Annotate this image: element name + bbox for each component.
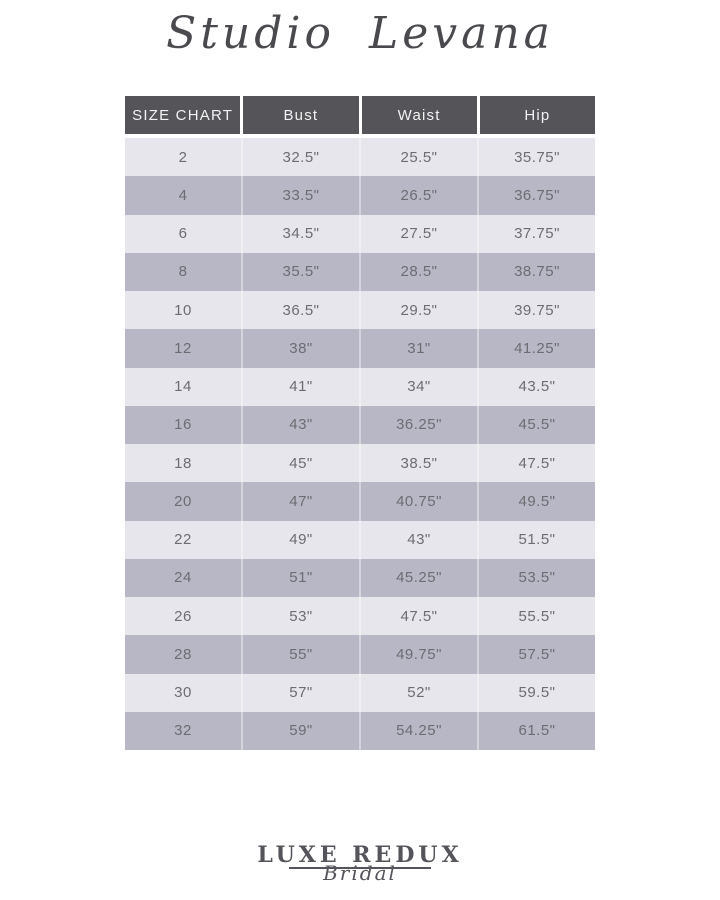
table-row: 32 59" 54.25" 61.5"	[125, 711, 595, 750]
footer-logo-underline	[289, 867, 431, 869]
bust-cell: 45"	[241, 444, 359, 483]
hip-cell: 61.5"	[477, 711, 595, 750]
bust-cell: 34.5"	[241, 214, 359, 253]
hip-cell: 37.75"	[477, 214, 595, 253]
hip-cell: 53.5"	[477, 558, 595, 597]
brand-title: Studio Levana	[166, 8, 554, 59]
header-cell-size-chart: SIZE CHART	[125, 96, 241, 134]
waist-cell: 26.5"	[359, 176, 477, 215]
table-row: 28 55" 49.75" 57.5"	[125, 635, 595, 674]
size-cell: 20	[174, 492, 192, 510]
hip-cell: 36.75"	[477, 176, 595, 215]
table-header-row: SIZE CHART Bust Waist Hip	[125, 96, 595, 134]
table-row: 20 47" 40.75" 49.5"	[125, 482, 595, 521]
header-cell-bust: Bust	[243, 96, 359, 134]
hip-cell: 59.5"	[477, 673, 595, 712]
table-row: 26 53" 47.5" 55.5"	[125, 597, 595, 636]
table-row: 16 43" 36.25" 45.5"	[125, 405, 595, 444]
waist-cell: 36.25"	[359, 405, 477, 444]
hip-cell: 39.75"	[477, 291, 595, 330]
bust-cell: 55"	[241, 635, 359, 674]
waist-cell: 52"	[359, 673, 477, 712]
size-cell: 12	[174, 339, 192, 357]
table-body: 2 32.5" 25.5" 35.75" 4 33.5" 26.5" 36.75…	[125, 138, 595, 750]
table-row: 18 45" 38.5" 47.5"	[125, 444, 595, 483]
table-row: 2 32.5" 25.5" 35.75"	[125, 138, 595, 177]
bust-cell: 59"	[241, 711, 359, 750]
size-cell: 28	[174, 645, 192, 663]
hip-cell: 57.5"	[477, 635, 595, 674]
table-row: 8 35.5" 28.5" 38.75"	[125, 252, 595, 291]
size-cell: 8	[178, 263, 188, 281]
bust-cell: 33.5"	[241, 176, 359, 215]
bust-cell: 57"	[241, 673, 359, 712]
size-cell: 4	[178, 186, 188, 204]
bust-cell: 53"	[241, 597, 359, 636]
waist-cell: 34"	[359, 367, 477, 406]
bust-cell: 36.5"	[241, 291, 359, 330]
bust-cell: 51"	[241, 558, 359, 597]
size-cell: 22	[174, 531, 192, 549]
header-cell-hip: Hip	[479, 96, 595, 134]
footer-logo-script: Bridal	[323, 860, 397, 885]
waist-cell: 49.75"	[359, 635, 477, 674]
hip-cell: 41.25"	[477, 329, 595, 368]
table-row: 4 33.5" 26.5" 36.75"	[125, 176, 595, 215]
waist-cell: 27.5"	[359, 214, 477, 253]
table-row: 6 34.5" 27.5" 37.75"	[125, 214, 595, 253]
hip-cell: 51.5"	[477, 520, 595, 559]
table-row: 14 41" 34" 43.5"	[125, 367, 595, 406]
footer-logo: LUXE REDUX Bridal	[0, 843, 720, 884]
bust-cell: 41"	[241, 367, 359, 406]
size-cell: 2	[178, 148, 188, 166]
bust-cell: 32.5"	[241, 138, 359, 177]
bust-cell: 35.5"	[241, 252, 359, 291]
waist-cell: 47.5"	[359, 597, 477, 636]
hip-cell: 35.75"	[477, 138, 595, 177]
size-cell: 30	[174, 684, 192, 702]
hip-cell: 49.5"	[477, 482, 595, 521]
waist-cell: 54.25"	[359, 711, 477, 750]
waist-cell: 45.25"	[359, 558, 477, 597]
header-cell-waist: Waist	[361, 96, 477, 134]
waist-cell: 38.5"	[359, 444, 477, 483]
size-cell: 14	[174, 378, 192, 396]
hip-cell: 55.5"	[477, 597, 595, 636]
size-cell: 24	[174, 569, 192, 587]
table-row: 12 38" 31" 41.25"	[125, 329, 595, 368]
waist-cell: 25.5"	[359, 138, 477, 177]
size-cell: 16	[174, 416, 192, 434]
waist-cell: 29.5"	[359, 291, 477, 330]
table-row: 24 51" 45.25" 53.5"	[125, 558, 595, 597]
hip-cell: 47.5"	[477, 444, 595, 483]
bust-cell: 43"	[241, 405, 359, 444]
bust-cell: 47"	[241, 482, 359, 521]
size-cell: 18	[174, 454, 192, 472]
hip-cell: 38.75"	[477, 252, 595, 291]
footer-logo-wordmark: LUXE REDUX	[257, 842, 463, 868]
size-cell: 32	[174, 722, 192, 740]
hip-cell: 43.5"	[477, 367, 595, 406]
table-row: 10 36.5" 29.5" 39.75"	[125, 291, 595, 330]
waist-cell: 40.75"	[359, 482, 477, 521]
size-chart-table: SIZE CHART Bust Waist Hip 2 32.5" 25.5" …	[125, 96, 595, 750]
waist-cell: 28.5"	[359, 252, 477, 291]
size-cell: 10	[174, 301, 192, 319]
bust-cell: 49"	[241, 520, 359, 559]
waist-cell: 43"	[359, 520, 477, 559]
waist-cell: 31"	[359, 329, 477, 368]
hip-cell: 45.5"	[477, 405, 595, 444]
bust-cell: 38"	[241, 329, 359, 368]
table-row: 22 49" 43" 51.5"	[125, 520, 595, 559]
table-row: 30 57" 52" 59.5"	[125, 673, 595, 712]
size-cell: 6	[178, 225, 188, 243]
size-cell: 26	[174, 607, 192, 625]
